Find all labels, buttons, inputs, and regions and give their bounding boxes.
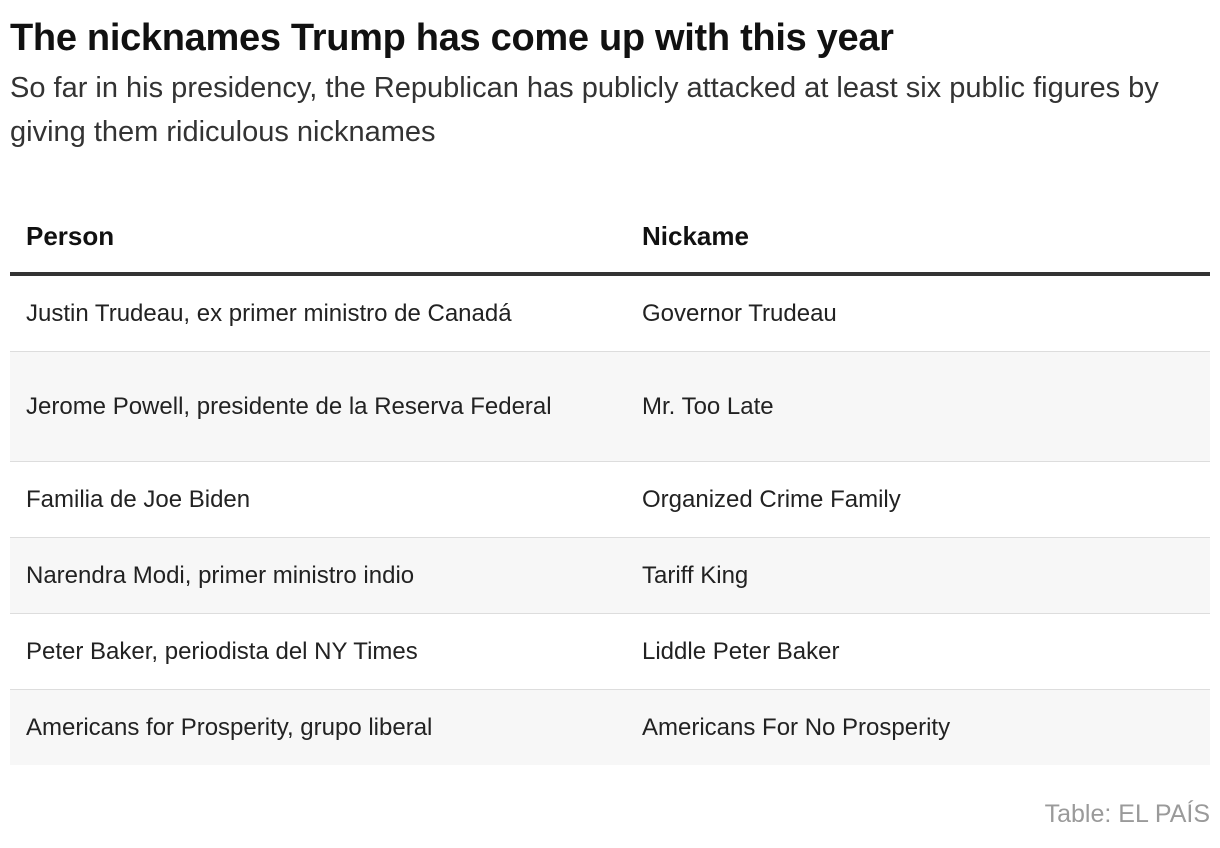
cell-nickname: Organized Crime Family <box>626 461 1210 538</box>
table-row: Jerome Powell, presidente de la Reserva … <box>10 351 1210 462</box>
cell-nickname: Liddle Peter Baker <box>626 613 1210 690</box>
table-row: Justin Trudeau, ex primer ministro de Ca… <box>10 274 1210 352</box>
table-header-row: Person Nickame <box>10 200 1210 276</box>
cell-person: Jerome Powell, presidente de la Reserva … <box>10 351 626 462</box>
table-row: Narendra Modi, primer ministro indio Tar… <box>10 537 1210 614</box>
table-row: Familia de Joe Biden Organized Crime Fam… <box>10 461 1210 538</box>
cell-person: Familia de Joe Biden <box>10 461 626 538</box>
cell-person: Americans for Prosperity, grupo liberal <box>10 689 626 765</box>
cell-nickname: Governor Trudeau <box>626 274 1210 352</box>
column-header-nickname: Nickame <box>626 200 1210 276</box>
page-subtitle: So far in his presidency, the Republican… <box>10 72 1159 148</box>
cell-nickname: Tariff King <box>626 537 1210 614</box>
page-title: The nicknames Trump has come up with thi… <box>10 17 894 59</box>
table-row: Americans for Prosperity, grupo liberal … <box>10 689 1210 765</box>
cell-nickname: Americans For No Prosperity <box>626 689 1210 765</box>
table-graphic: The nicknames Trump has come up with thi… <box>10 0 1210 765</box>
cell-person: Peter Baker, periodista del NY Times <box>10 613 626 690</box>
column-header-person: Person <box>10 200 626 276</box>
table-row: Peter Baker, periodista del NY Times Lid… <box>10 613 1210 690</box>
source-credit: Table: EL PAÍS <box>1044 800 1210 828</box>
cell-nickname: Mr. Too Late <box>626 351 1210 462</box>
cell-person: Narendra Modi, primer ministro indio <box>10 537 626 614</box>
cell-person: Justin Trudeau, ex primer ministro de Ca… <box>10 274 626 352</box>
nicknames-table: Person Nickame Justin Trudeau, ex primer… <box>10 200 1210 765</box>
